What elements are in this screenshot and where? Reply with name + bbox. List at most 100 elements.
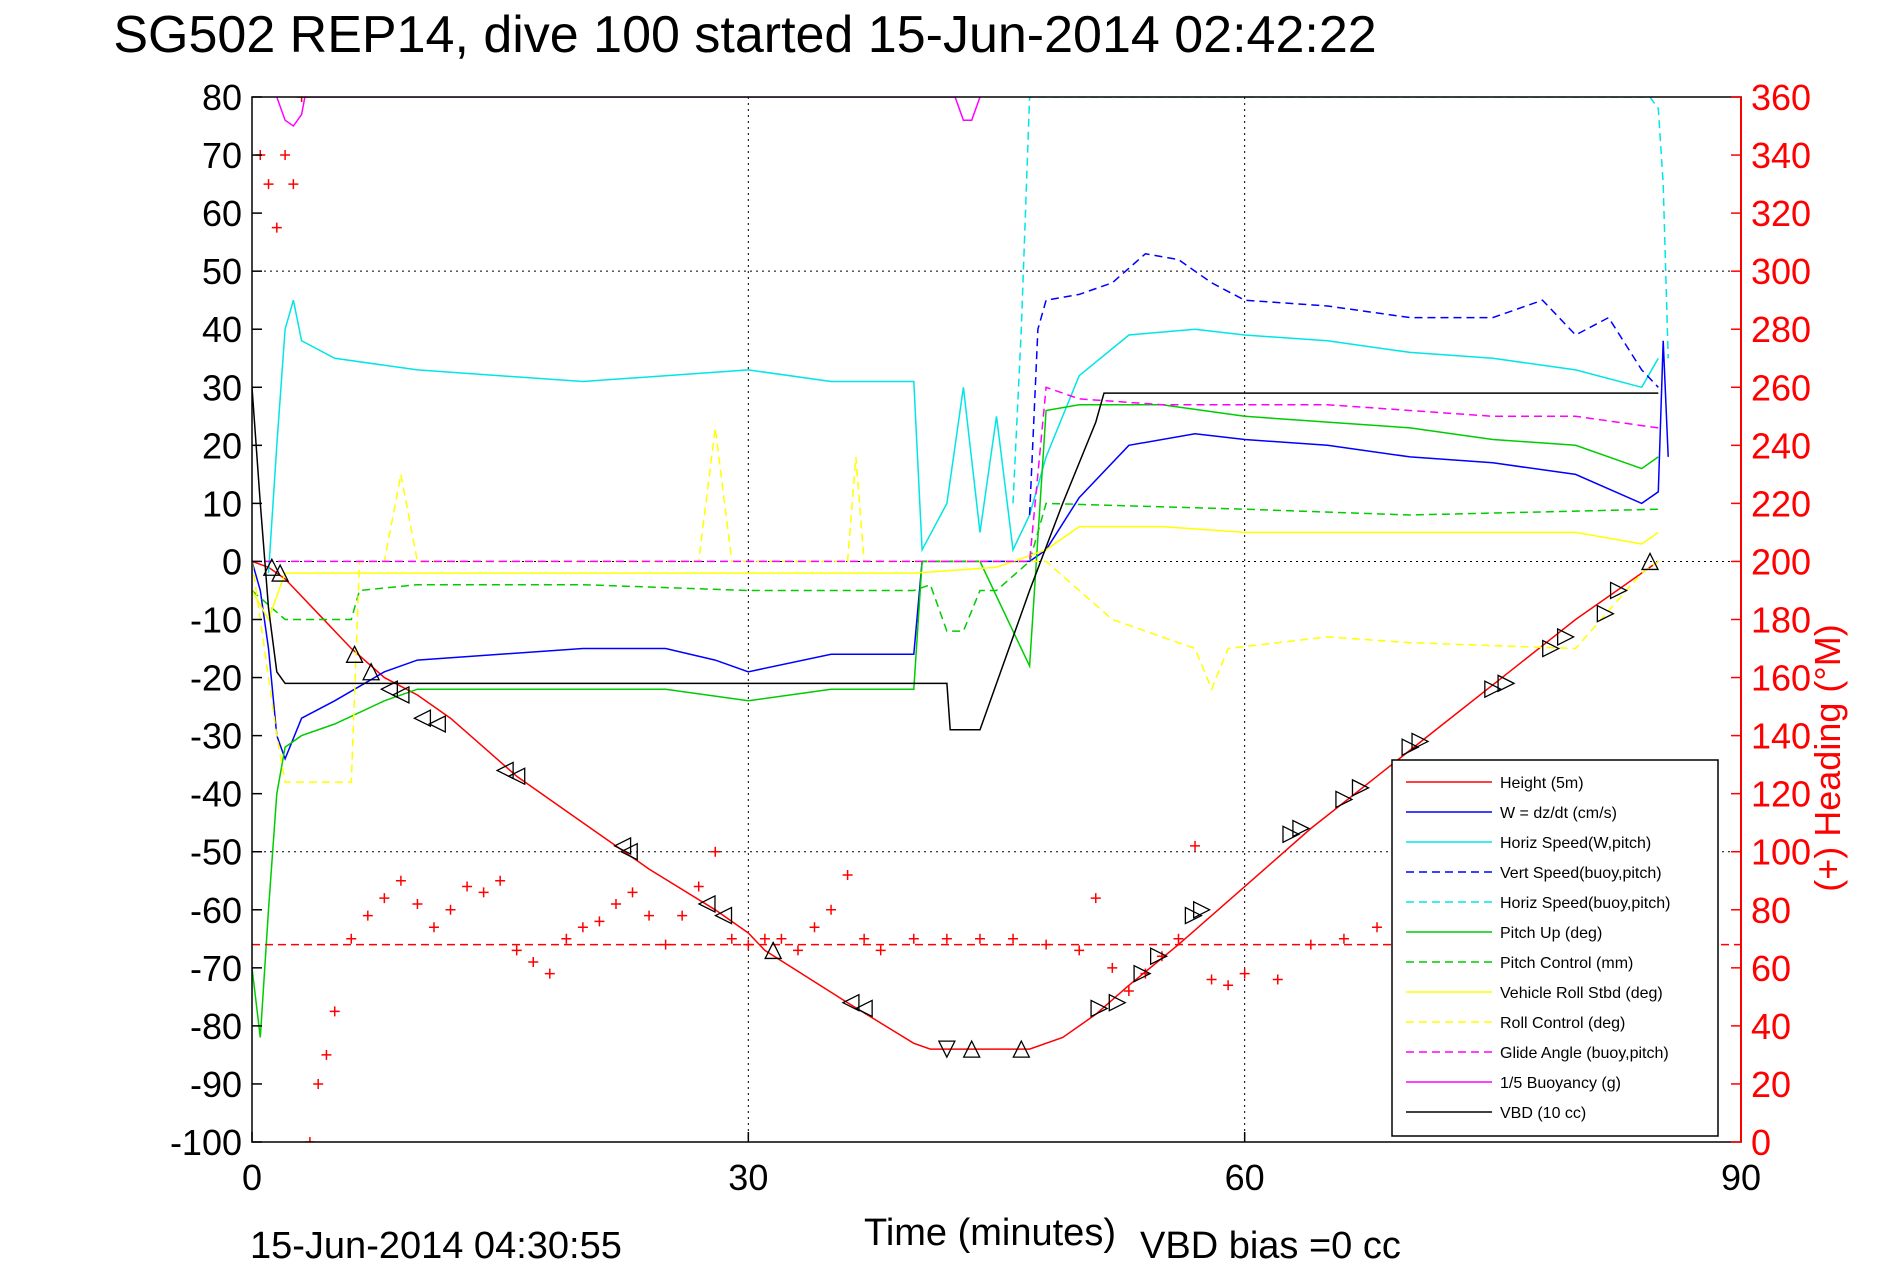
heading-point <box>908 933 919 944</box>
y-tick-label: 50 <box>202 251 242 292</box>
heading-point <box>826 904 837 915</box>
triangle-marker-left <box>714 906 733 925</box>
heading-point <box>726 933 737 944</box>
legend-label: Roll Control (deg) <box>1500 1015 1625 1032</box>
heading-point <box>1107 962 1118 973</box>
y-tick-label: -100 <box>170 1122 242 1163</box>
heading-point <box>362 910 373 921</box>
triangle-marker-left <box>495 761 514 780</box>
heading-point <box>759 933 770 944</box>
chart-title: SG502 REP14, dive 100 started 15-Jun-201… <box>113 6 1376 64</box>
heading-point <box>321 1049 332 1060</box>
heading-point <box>974 933 985 944</box>
y-tick-label: 20 <box>202 425 242 466</box>
right-y-tick-label: 260 <box>1751 367 1811 408</box>
triangle-marker-left <box>391 685 410 705</box>
legend-label: VBD (10 cc) <box>1500 1105 1586 1122</box>
triangle-marker-left <box>427 714 446 734</box>
heading-point <box>875 945 886 956</box>
series-4-line <box>1012 97 1669 504</box>
series-10-line <box>276 97 981 128</box>
legend-label: Horiz Speed(W,pitch) <box>1500 835 1651 852</box>
footer-timestamp: 15-Jun-2014 04:30:55 <box>250 1225 622 1262</box>
series-8-line <box>252 427 1659 783</box>
heading-point <box>1008 933 1019 944</box>
triangle-marker-up <box>345 644 364 663</box>
right-y-tick-label: 300 <box>1751 251 1811 292</box>
y-tick-label: 60 <box>202 193 242 234</box>
heading-point <box>296 97 307 102</box>
legend-label: Vert Speed(buoy,pitch) <box>1500 865 1662 882</box>
triangle-marker-right <box>1411 732 1430 751</box>
right-y-tick-label: 160 <box>1751 658 1811 699</box>
triangle-marker-right <box>1609 581 1629 600</box>
heading-point <box>1173 933 1184 944</box>
heading-point <box>710 846 721 857</box>
heading-point <box>941 933 952 944</box>
triangle-marker-up <box>362 662 381 681</box>
heading-point <box>693 881 704 892</box>
y-tick-label: -50 <box>190 832 242 873</box>
legend-label: Horiz Speed(buoy,pitch) <box>1500 895 1670 912</box>
series-7-line <box>252 525 1659 622</box>
triangle-marker-right <box>1497 674 1516 693</box>
right-y-tick-label: 80 <box>1751 890 1791 931</box>
heading-point <box>478 887 489 898</box>
right-y-tick-label: 280 <box>1751 309 1811 350</box>
triangle-marker-left <box>854 999 873 1018</box>
triangle-marker-right <box>1351 778 1370 797</box>
legend-label: Pitch Control (mm) <box>1500 955 1633 972</box>
y-tick-label: -30 <box>190 716 242 757</box>
triangle-marker-left <box>379 680 398 699</box>
heading-point <box>528 957 539 968</box>
triangle-marker-up <box>1640 551 1660 571</box>
series-1-line <box>252 340 1669 761</box>
heading-point <box>1206 974 1217 985</box>
y-tick-label: 40 <box>202 309 242 350</box>
triangle-marker-up <box>271 563 290 582</box>
triangle-marker-left <box>697 894 716 914</box>
right-y-tick-label: 340 <box>1751 135 1811 176</box>
x-tick-label: 0 <box>242 1157 262 1198</box>
triangle-marker-left <box>507 767 526 786</box>
triangle-marker-left <box>619 842 638 861</box>
heading-point <box>1272 974 1283 985</box>
marker-group <box>262 551 1660 1059</box>
heading-point <box>1223 980 1234 991</box>
series-0-line <box>252 560 1659 1050</box>
heading-point <box>395 875 406 886</box>
legend-box <box>1391 759 1719 1137</box>
heading-point <box>1074 945 1085 956</box>
heading-point <box>1190 840 1201 851</box>
heading-point <box>809 922 820 933</box>
heading-point <box>1338 933 1349 944</box>
heading-point <box>313 1078 324 1089</box>
heading-point <box>627 887 638 898</box>
series-12-markers <box>255 97 1416 1142</box>
y-tick-label: -10 <box>190 600 242 641</box>
legend-label: 1/5 Buoyancy (g) <box>1500 1075 1621 1092</box>
triangle-marker-right <box>1335 790 1354 809</box>
triangle-marker-left <box>613 836 632 855</box>
y-tick-label: -80 <box>190 1006 242 1047</box>
y-tick-label: -90 <box>190 1064 242 1105</box>
footer-vbd-bias: VBD bias =0 cc <box>1140 1225 1401 1262</box>
right-y-tick-label: 140 <box>1751 716 1811 757</box>
legend: Height (5m) W = dz/dt (cm/s) Horiz Speed(W… <box>1391 759 1719 1137</box>
right-y-tick-label: 20 <box>1751 1064 1791 1105</box>
heading-point <box>610 898 621 909</box>
x-tick-label: 90 <box>1721 1157 1761 1198</box>
heading-point <box>1090 893 1101 904</box>
triangle-marker-down <box>937 1040 956 1059</box>
triangle-marker-right <box>1401 738 1420 757</box>
y-tick-label: -70 <box>190 948 242 989</box>
heading-point <box>859 933 870 944</box>
y-tick-label: 10 <box>202 483 242 524</box>
right-y-tick-label: 40 <box>1751 1006 1791 1047</box>
heading-point <box>511 945 522 956</box>
triangle-marker-right <box>1133 964 1152 983</box>
heading-point <box>271 222 282 233</box>
axes: 0 30 60 90-100-90-80-70-60-50-40-30-20-1001… <box>170 77 1811 1198</box>
series-5-line <box>252 403 1659 1038</box>
